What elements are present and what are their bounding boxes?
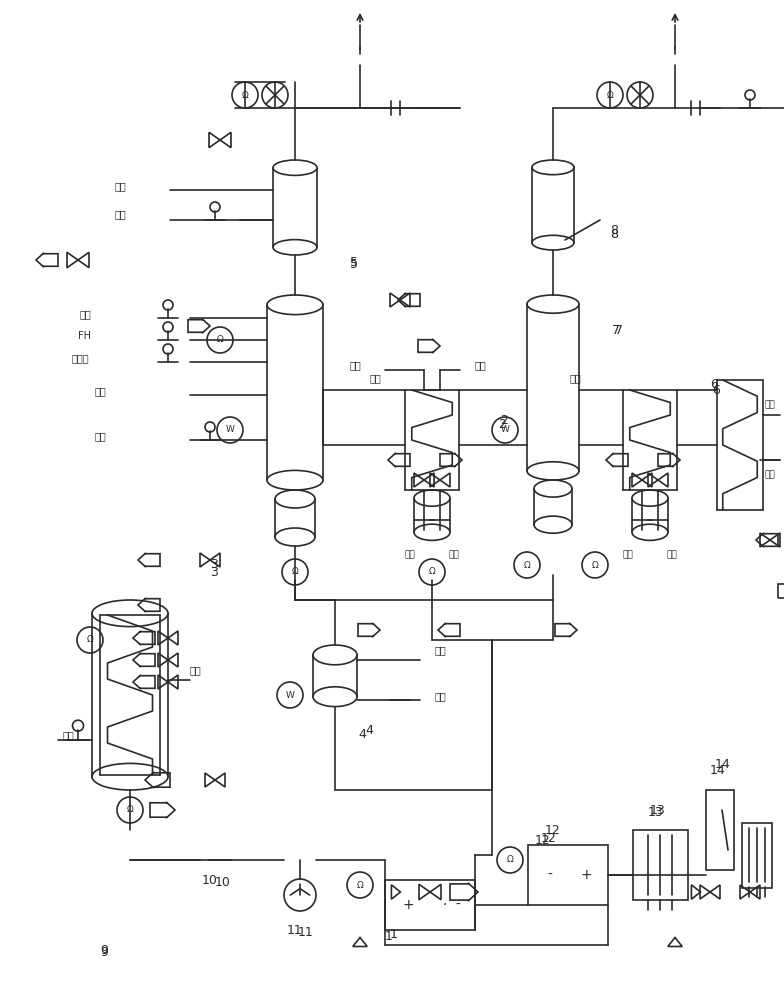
Text: 冷媒: 冷媒 xyxy=(764,400,775,410)
Text: Ω: Ω xyxy=(607,91,613,100)
Bar xyxy=(706,790,734,870)
Text: 9: 9 xyxy=(100,946,108,958)
Text: W: W xyxy=(285,690,295,700)
Text: 14: 14 xyxy=(715,758,731,772)
Text: 4: 4 xyxy=(358,728,366,742)
Text: 13: 13 xyxy=(650,804,666,816)
Text: 12: 12 xyxy=(545,824,561,836)
Text: 5: 5 xyxy=(350,255,358,268)
Text: Ω: Ω xyxy=(429,568,435,576)
Text: 3: 3 xyxy=(210,566,218,578)
Text: 冷媒: 冷媒 xyxy=(94,431,106,441)
Text: 1: 1 xyxy=(390,928,397,942)
Text: 8: 8 xyxy=(610,224,618,236)
Text: +: + xyxy=(580,868,592,882)
Text: 6: 6 xyxy=(712,383,720,396)
Text: Ω: Ω xyxy=(524,560,530,570)
Text: 冷媒: 冷媒 xyxy=(114,181,126,191)
Text: FH: FH xyxy=(78,331,92,341)
Text: 冷媒: 冷媒 xyxy=(94,386,106,396)
Text: Ω: Ω xyxy=(357,880,363,890)
Text: 10: 10 xyxy=(215,876,230,888)
Text: 电解质: 电解质 xyxy=(71,353,89,363)
Text: 2: 2 xyxy=(498,418,506,432)
Text: 6: 6 xyxy=(710,378,718,391)
Text: 7: 7 xyxy=(615,324,623,336)
Bar xyxy=(385,880,475,930)
Text: 冷媒: 冷媒 xyxy=(114,209,126,219)
Text: Ω: Ω xyxy=(592,560,598,570)
Text: 冷媒: 冷媒 xyxy=(622,550,633,560)
Text: Ω: Ω xyxy=(216,336,223,344)
Text: Ω: Ω xyxy=(241,91,249,100)
Bar xyxy=(528,845,608,905)
Text: 2: 2 xyxy=(500,414,508,426)
Text: 冷媒: 冷媒 xyxy=(448,550,459,560)
Text: 1: 1 xyxy=(385,930,393,942)
Text: ·: · xyxy=(443,898,447,912)
Text: Ω: Ω xyxy=(292,568,299,576)
Text: 冷媒: 冷媒 xyxy=(434,645,446,655)
Text: 冷媒: 冷媒 xyxy=(474,360,486,370)
Text: 7: 7 xyxy=(612,324,620,336)
Text: 12: 12 xyxy=(541,832,557,844)
Text: 冷媒: 冷媒 xyxy=(569,373,581,383)
Text: 冷媒: 冷媒 xyxy=(349,360,361,370)
Text: 11: 11 xyxy=(298,926,314,940)
Polygon shape xyxy=(391,885,401,899)
Text: 13: 13 xyxy=(648,806,664,818)
Text: W: W xyxy=(226,426,234,434)
Text: +: + xyxy=(402,898,414,912)
Text: -: - xyxy=(547,868,553,882)
Text: 冷媒: 冷媒 xyxy=(189,665,201,675)
Text: -: - xyxy=(456,898,460,912)
Text: Ω: Ω xyxy=(86,636,93,645)
Text: 10: 10 xyxy=(202,874,218,886)
Text: 11: 11 xyxy=(287,924,303,936)
Polygon shape xyxy=(691,885,700,899)
Text: 3: 3 xyxy=(210,558,218,572)
Text: 冷媒: 冷媒 xyxy=(62,730,74,740)
Text: W: W xyxy=(500,426,510,434)
Text: 5: 5 xyxy=(350,258,358,271)
Text: Ω: Ω xyxy=(506,856,514,864)
Text: 4: 4 xyxy=(365,724,373,736)
Text: 冷媒: 冷媒 xyxy=(369,373,381,383)
Text: 冷媒: 冷媒 xyxy=(666,550,677,560)
Text: 冷媒: 冷媒 xyxy=(764,471,775,480)
Text: 12: 12 xyxy=(535,834,550,846)
Text: 9: 9 xyxy=(100,944,108,956)
Text: 8: 8 xyxy=(610,229,618,241)
Bar xyxy=(742,823,772,888)
Text: 氮气: 氮气 xyxy=(79,309,91,319)
Text: Ω: Ω xyxy=(127,806,133,814)
Bar xyxy=(633,830,688,900)
Text: 冷媒: 冷媒 xyxy=(434,691,446,701)
Text: 14: 14 xyxy=(710,764,726,776)
Text: 冷媒: 冷媒 xyxy=(405,550,416,560)
